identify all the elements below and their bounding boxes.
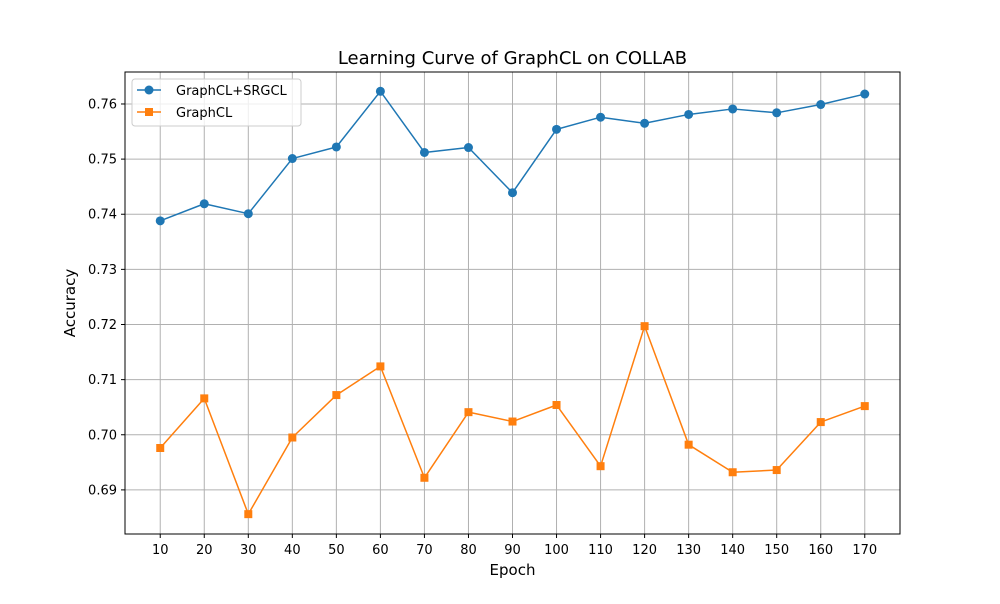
y-tick-label: 0.76 — [88, 97, 117, 112]
legend-label-graphcl-srgcl: GraphCL+SRGCL — [176, 84, 288, 99]
data-point-graphcl-srgcl — [199, 199, 209, 209]
x-tick-label: 140 — [720, 543, 745, 558]
legend-label-graphcl: GraphCL — [176, 106, 233, 121]
data-point-graphcl-srgcl — [243, 209, 253, 219]
data-point-graphcl — [420, 473, 429, 482]
data-point-graphcl — [596, 462, 605, 471]
data-point-graphcl-srgcl — [640, 118, 650, 128]
x-tick-label: 100 — [544, 543, 569, 558]
x-tick-label: 80 — [460, 543, 477, 558]
data-point-graphcl — [200, 394, 209, 403]
data-point-graphcl — [860, 402, 869, 411]
x-tick-label: 70 — [416, 543, 433, 558]
x-tick-label: 20 — [196, 543, 213, 558]
data-point-graphcl-srgcl — [772, 108, 782, 118]
data-point-graphcl-srgcl — [552, 124, 562, 134]
y-tick-label: 0.69 — [88, 483, 117, 498]
data-point-graphcl — [508, 417, 517, 426]
data-point-graphcl-srgcl — [287, 154, 297, 164]
data-point-graphcl — [552, 400, 561, 409]
data-point-graphcl-srgcl — [816, 100, 826, 110]
series-layer — [155, 86, 870, 519]
x-tick-label: 170 — [852, 543, 877, 558]
x-axis-label: Epoch — [490, 561, 536, 579]
y-tick-label: 0.75 — [88, 153, 117, 168]
legend: GraphCL+SRGCL GraphCL — [131, 78, 302, 127]
data-point-graphcl-srgcl — [463, 143, 473, 153]
x-tick-label: 120 — [632, 543, 657, 558]
data-point-graphcl-srgcl — [419, 147, 429, 157]
x-tick-label: 90 — [504, 543, 521, 558]
data-point-graphcl-srgcl — [596, 112, 606, 122]
axis-ticks: 10 20 30 40 50 60 70 80 90 100 110 120 130 140 150 160 1… — [88, 97, 877, 558]
data-point-graphcl — [816, 418, 825, 427]
data-point-graphcl-srgcl — [860, 89, 870, 99]
y-tick-label: 0.70 — [88, 428, 117, 443]
data-point-graphcl — [464, 408, 473, 417]
x-tick-label: 30 — [240, 543, 257, 558]
x-tick-label: 60 — [372, 543, 389, 558]
data-point-graphcl — [640, 322, 649, 331]
series-graphcl — [156, 322, 869, 519]
x-tick-label: 130 — [676, 543, 701, 558]
data-point-graphcl-srgcl — [728, 104, 738, 114]
legend-box — [131, 78, 302, 127]
data-point-graphcl — [684, 440, 693, 449]
legend-marker-graphcl-srgcl — [144, 85, 154, 95]
data-point-graphcl — [244, 510, 253, 519]
series-graphcl-srgcl — [155, 86, 870, 226]
x-tick-label: 40 — [284, 543, 301, 558]
data-point-graphcl-srgcl — [375, 86, 385, 96]
y-axis-label: Accuracy — [61, 269, 79, 338]
x-tick-label: 50 — [328, 543, 345, 558]
data-point-graphcl-srgcl — [684, 109, 694, 119]
y-tick-label: 0.74 — [88, 208, 117, 223]
data-point-graphcl — [156, 444, 165, 452]
data-point-graphcl — [772, 466, 781, 475]
x-tick-label: 110 — [588, 543, 613, 558]
grid — [125, 72, 900, 534]
data-point-graphcl — [376, 362, 385, 371]
data-point-graphcl — [288, 433, 297, 442]
data-point-graphcl — [728, 468, 737, 477]
x-tick-label: 10 — [152, 543, 169, 558]
chart-title: Learning Curve of GraphCL on COLLAB — [338, 48, 687, 69]
x-tick-label: 150 — [764, 543, 789, 558]
y-tick-label: 0.71 — [88, 373, 117, 388]
data-point-graphcl-srgcl — [508, 188, 517, 198]
data-point-graphcl-srgcl — [331, 142, 341, 152]
y-tick-label: 0.73 — [88, 263, 117, 278]
x-tick-label: 160 — [808, 543, 833, 558]
legend-marker-graphcl — [145, 108, 153, 116]
data-point-graphcl — [332, 391, 341, 400]
data-point-graphcl-srgcl — [155, 216, 165, 226]
y-tick-label: 0.72 — [88, 318, 117, 333]
